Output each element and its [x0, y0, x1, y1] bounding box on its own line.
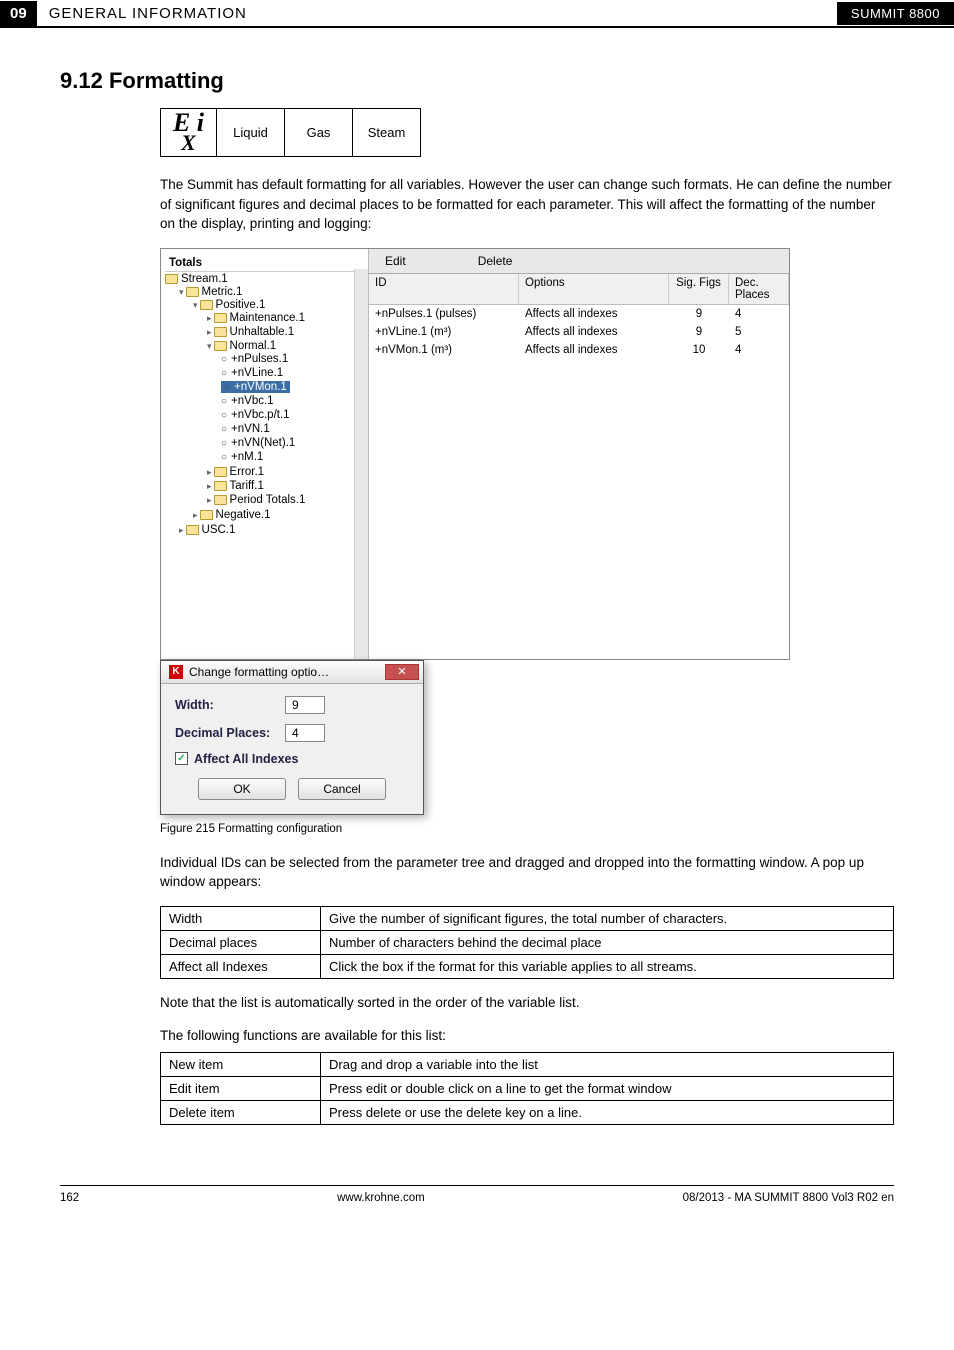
tree-usc[interactable]: USC.1 — [202, 524, 236, 536]
func-key: Delete item — [161, 1100, 321, 1124]
toolbar-delete[interactable]: Delete — [472, 252, 519, 270]
ei-icon-cell: E i X — [161, 109, 217, 157]
list-row[interactable]: +nPulses.1 (pulses) Affects all indexes … — [369, 305, 789, 323]
app-icon: K — [169, 665, 183, 679]
page-footer: 162 www.krohne.com 08/2013 - MA SUMMIT 8… — [60, 1185, 894, 1204]
tree-tariff[interactable]: Tariff.1 — [230, 480, 264, 492]
list-panel: Edit Delete ID Options Sig. Figs Dec. Pl… — [369, 249, 789, 659]
section-heading: 9.12 Formatting — [60, 68, 954, 94]
mode-liquid: Liquid — [217, 109, 285, 157]
opt-key: Decimal places — [161, 930, 321, 954]
tree-leaf[interactable]: +nPulses.1 — [221, 353, 288, 365]
col-dec: Dec. Places — [729, 274, 789, 304]
tree-leaf[interactable]: +nVLine.1 — [221, 367, 283, 379]
functions-table: New itemDrag and drop a variable into th… — [160, 1052, 894, 1125]
func-val: Press delete or use the delete key on a … — [321, 1100, 894, 1124]
col-sig: Sig. Figs — [669, 274, 729, 304]
list-header: ID Options Sig. Figs Dec. Places — [369, 274, 789, 305]
opt-val: Click the box if the format for this var… — [321, 954, 894, 978]
tree-negative[interactable]: Negative.1 — [216, 509, 271, 521]
ok-button[interactable]: OK — [198, 778, 286, 800]
col-id: ID — [369, 274, 519, 304]
tree-leaf[interactable]: +nVN.1 — [221, 423, 270, 435]
intro-paragraph: The Summit has default formatting for al… — [160, 175, 894, 234]
decimal-input[interactable]: 4 — [285, 724, 325, 742]
tree-leaf[interactable]: +nM.1 — [221, 451, 263, 463]
func-val: Press edit or double click on a line to … — [321, 1076, 894, 1100]
list-row[interactable]: +nVLine.1 (m³) Affects all indexes 9 5 — [369, 323, 789, 341]
opt-val: Give the number of significant figures, … — [321, 906, 894, 930]
opt-key: Affect all Indexes — [161, 954, 321, 978]
formatting-dialog: K Change formatting optio… ✕ Width: 9 De… — [160, 660, 424, 815]
func-val: Drag and drop a variable into the list — [321, 1052, 894, 1076]
col-options: Options — [519, 274, 669, 304]
dialog-title-bar: K Change formatting optio… ✕ — [161, 661, 423, 684]
tree-leaf[interactable]: +nVbc.1 — [221, 395, 274, 407]
product-name: SUMMIT 8800 — [837, 2, 954, 25]
chapter-title: GENERAL INFORMATION — [49, 5, 837, 22]
affect-label: Affect All Indexes — [194, 752, 298, 766]
page-header: 09 GENERAL INFORMATION SUMMIT 8800 — [0, 0, 954, 28]
tree-maintenance[interactable]: Maintenance.1 — [230, 312, 305, 324]
tree-leaf[interactable]: +nVN(Net).1 — [221, 437, 295, 449]
mode-table: E i X Liquid Gas Steam — [160, 108, 421, 157]
dialog-title-text: Change formatting optio… — [189, 665, 329, 679]
para-ids: Individual IDs can be selected from the … — [160, 853, 894, 892]
width-label: Width: — [175, 698, 285, 712]
para-note: Note that the list is automatically sort… — [160, 993, 894, 1013]
figure-caption: Figure 215 Formatting configuration — [160, 823, 894, 835]
chapter-number: 09 — [0, 1, 37, 26]
mode-gas: Gas — [285, 109, 353, 157]
func-key: Edit item — [161, 1076, 321, 1100]
opt-key: Width — [161, 906, 321, 930]
para-funcs: The following functions are available fo… — [160, 1026, 894, 1046]
tree-scrollbar[interactable] — [354, 269, 368, 659]
tree-unhaltable[interactable]: Unhaltable.1 — [230, 326, 295, 338]
tree-header: Totals — [165, 255, 364, 272]
tree-period[interactable]: Period Totals.1 — [230, 494, 306, 506]
tree-metric[interactable]: Metric.1 — [202, 286, 243, 298]
list-row[interactable]: +nVMon.1 (m³) Affects all indexes 10 4 — [369, 341, 789, 359]
tree-panel: Totals Stream.1 Metric.1 Positive.1 Main… — [161, 249, 369, 659]
footer-doc: 08/2013 - MA SUMMIT 8800 Vol3 R02 en — [683, 1192, 894, 1204]
tree-leaf[interactable]: +nVbc.p/t.1 — [221, 409, 290, 421]
tree-normal[interactable]: Normal.1 — [230, 340, 277, 352]
tree-error[interactable]: Error.1 — [230, 466, 265, 478]
cancel-button[interactable]: Cancel — [298, 778, 386, 800]
checkbox-icon[interactable]: ✓ — [175, 752, 188, 765]
func-key: New item — [161, 1052, 321, 1076]
width-input[interactable]: 9 — [285, 696, 325, 714]
affect-checkbox-row[interactable]: ✓ Affect All Indexes — [175, 752, 409, 766]
toolbar-edit[interactable]: Edit — [379, 252, 412, 270]
tree-stream[interactable]: Stream.1 — [181, 273, 228, 285]
page-number: 162 — [60, 1192, 79, 1204]
options-table: WidthGive the number of significant figu… — [160, 906, 894, 979]
screenshot: Totals Stream.1 Metric.1 Positive.1 Main… — [160, 248, 790, 660]
mode-steam: Steam — [353, 109, 421, 157]
tree-positive[interactable]: Positive.1 — [216, 299, 266, 311]
opt-val: Number of characters behind the decimal … — [321, 930, 894, 954]
decimal-label: Decimal Places: — [175, 726, 285, 740]
ei-icon: E i X — [173, 112, 204, 152]
close-icon[interactable]: ✕ — [385, 664, 419, 680]
tree-leaf-selected[interactable]: +nVMon.1 — [221, 381, 290, 393]
footer-url: www.krohne.com — [337, 1192, 425, 1204]
